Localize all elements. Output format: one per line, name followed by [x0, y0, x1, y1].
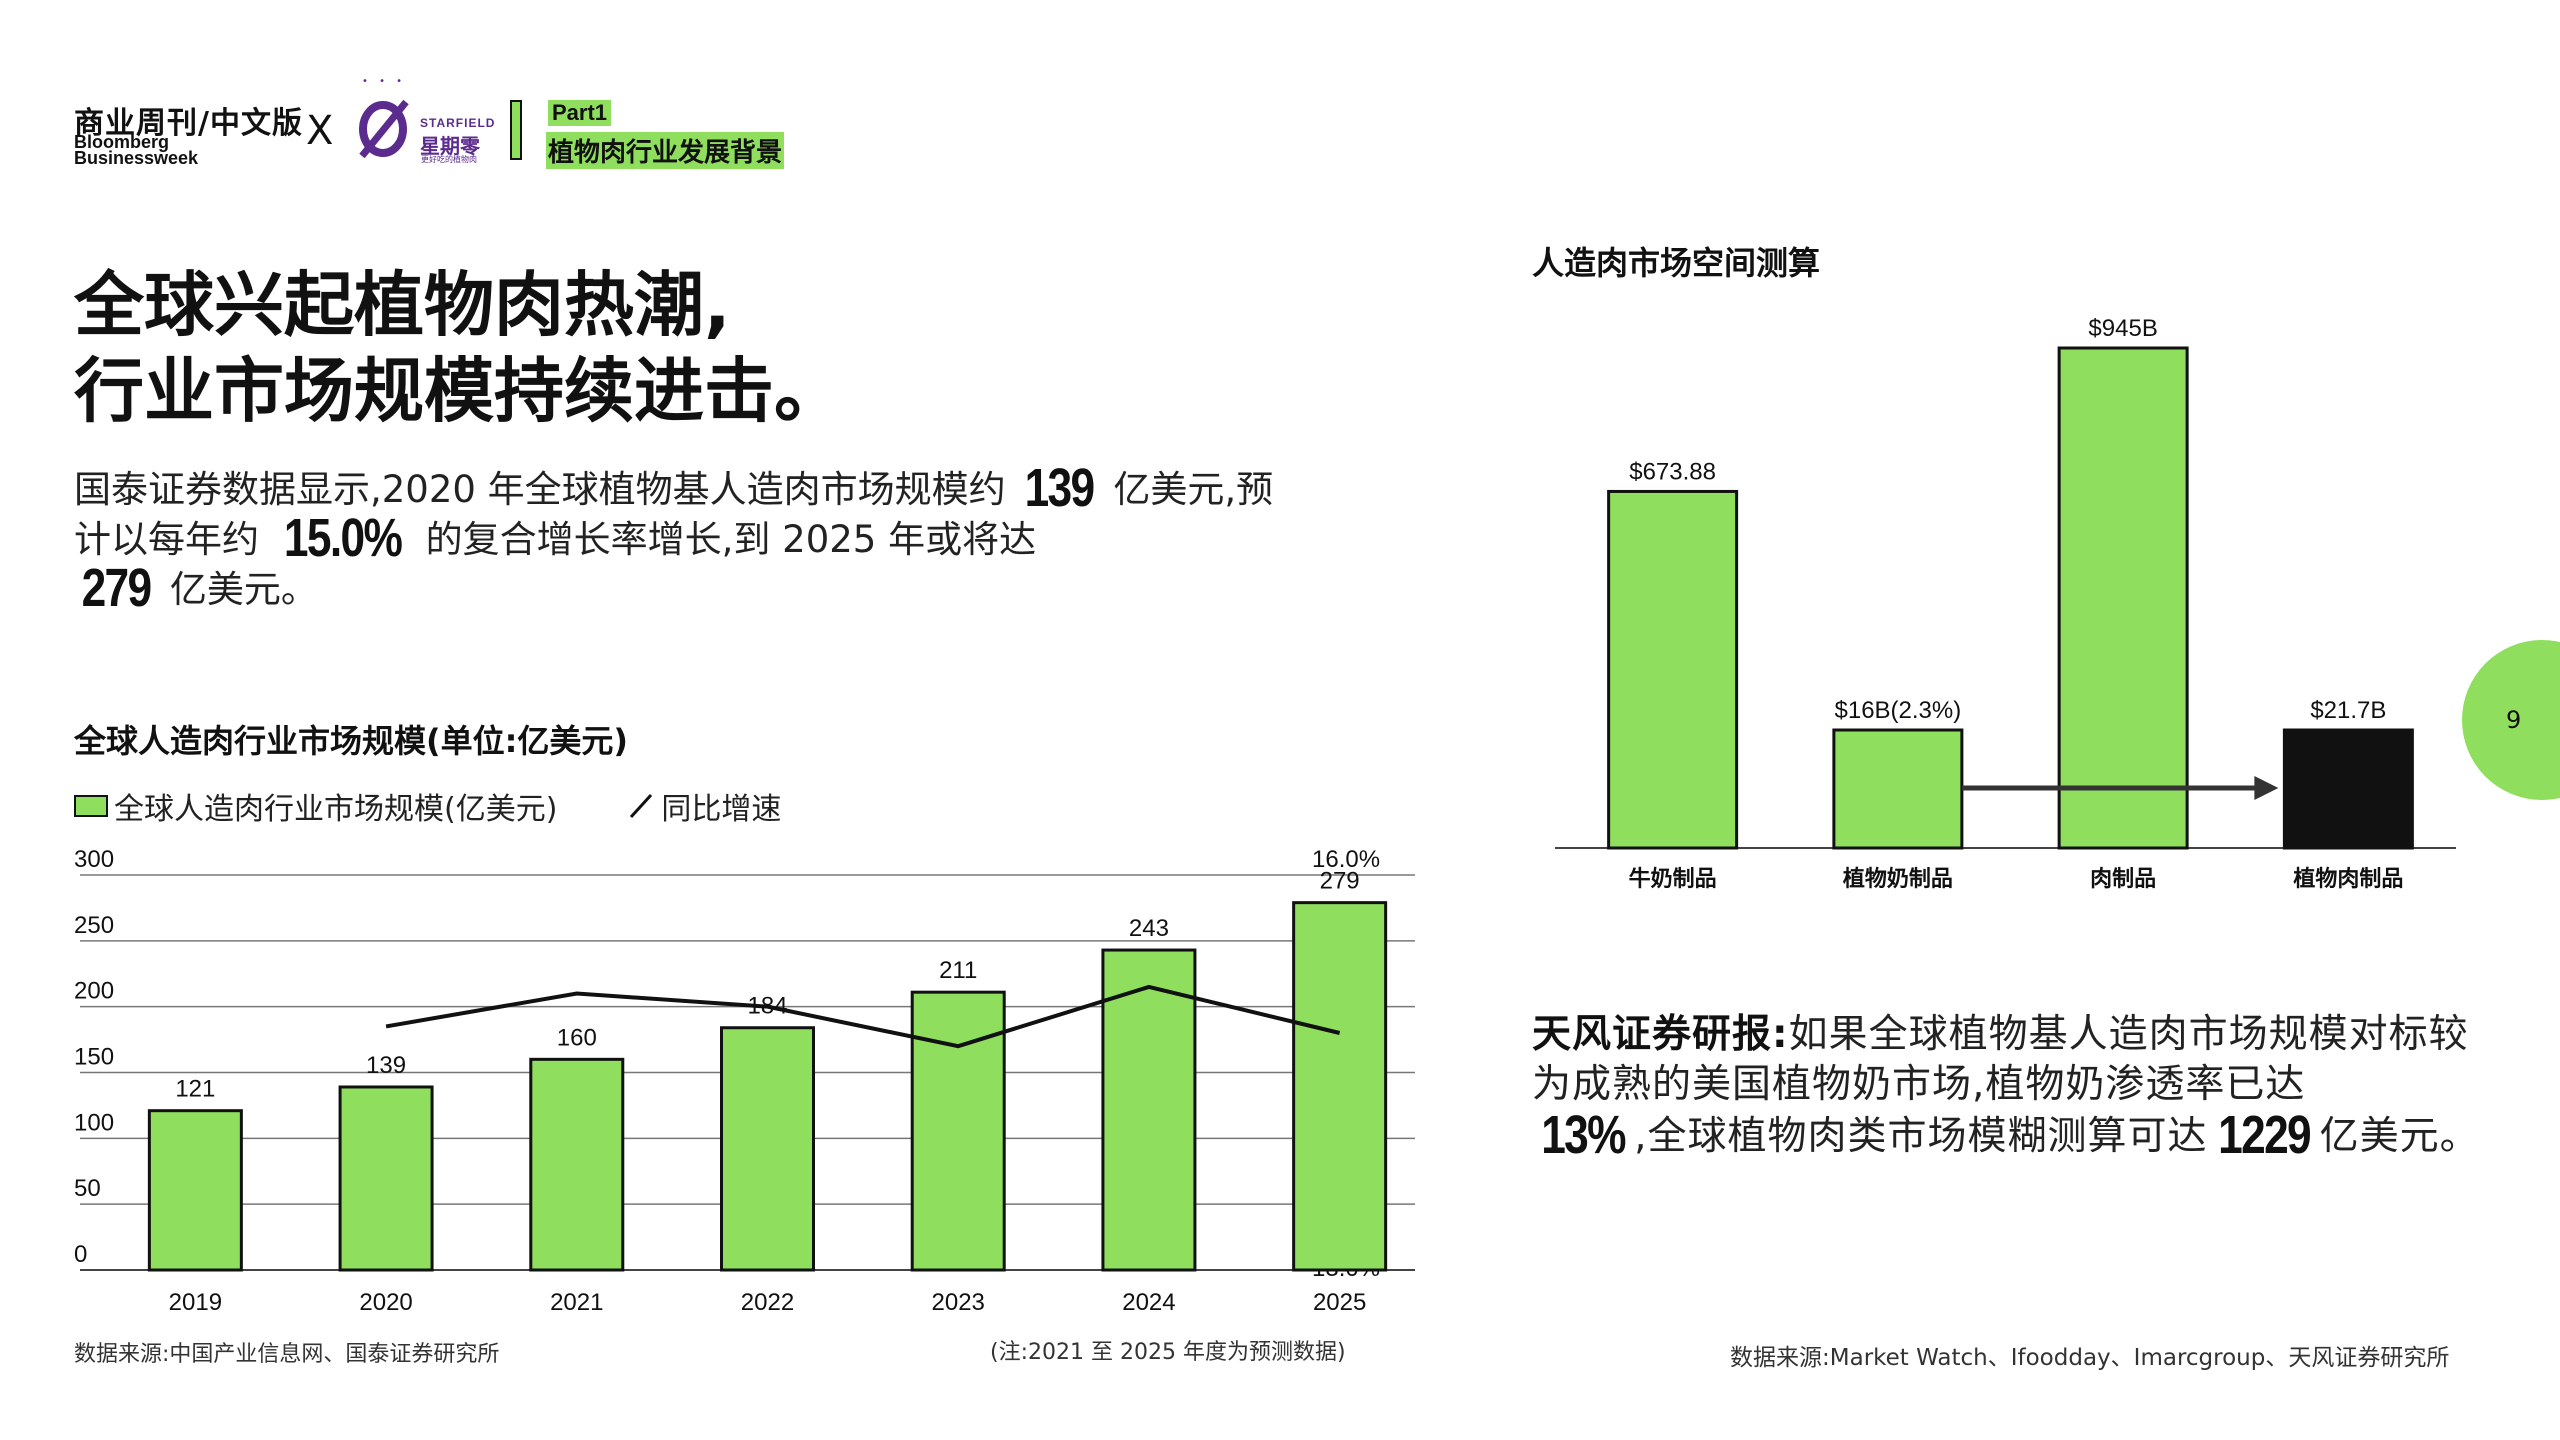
- x-tick-label: 2019: [169, 1289, 222, 1316]
- bar-value-label: $673.88: [1629, 458, 1716, 485]
- bar: [720, 1026, 815, 1272]
- x-tick-label: 肉制品: [2090, 866, 2156, 891]
- bar: [529, 1057, 625, 1272]
- partner-logo-dots: • • •: [362, 76, 407, 87]
- part-label: Part1: [548, 100, 612, 126]
- bar: [1101, 948, 1197, 1272]
- legend-bar-swatch: [74, 795, 108, 817]
- bar-value-label: 211: [939, 957, 977, 984]
- headline-line1: 全球兴起植物肉热潮,: [74, 264, 731, 346]
- y-tick-left: 150: [74, 1044, 114, 1071]
- x-tick-label: 植物奶制品: [1843, 866, 1953, 891]
- intro-text: 亿美元,预计以每年约: [74, 468, 1274, 561]
- bar-value-label: $945B: [2088, 315, 2157, 342]
- legend-line-label: 同比增速: [661, 792, 782, 827]
- tianfeng-stat-market: 1229: [2217, 1105, 2312, 1165]
- bar: [147, 1109, 243, 1272]
- collab-x-mark: X: [306, 108, 334, 154]
- headline-line2: 行业市场规模持续进击。: [74, 350, 844, 432]
- bar-value-label: $21.7B: [2310, 697, 2386, 724]
- x-tick-label: 2025: [1313, 1289, 1366, 1316]
- tianfeng-text: ,全球植物肉类市场模糊测算可达: [1634, 1114, 2208, 1159]
- legend-line-icon: [630, 793, 653, 819]
- y-tick-right: 16.0%: [1312, 846, 1380, 873]
- page-headline: 全球兴起植物肉热潮, 行业市场规模持续进击。: [74, 262, 844, 434]
- partner-slogan: 更好吃的植物肉: [421, 155, 477, 164]
- bar-value-label: 139: [366, 1052, 406, 1079]
- legend-bar-label: 全球人造肉行业市场规模(亿美元): [114, 792, 558, 827]
- bar: [338, 1085, 434, 1272]
- left-chart-legend: 全球人造肉行业市场规模(亿美元) 同比增速: [74, 784, 781, 828]
- partner-name-cn: 星期零: [420, 134, 480, 158]
- brand-logo-en: Bloomberg Businessweek: [74, 132, 199, 168]
- part-marker: [510, 100, 522, 160]
- brand-en-line1: Bloomberg: [74, 132, 170, 152]
- left-bar-line-chart: 30025020015010050016.0%15.5%15.0%14.5%14…: [74, 846, 1415, 1316]
- y-tick-left: 200: [74, 978, 114, 1005]
- intro-stat-2025: 279: [81, 558, 153, 618]
- bar: [1292, 901, 1388, 1272]
- bar-value-label: 279: [1320, 868, 1360, 895]
- x-tick-label: 2021: [550, 1289, 603, 1316]
- left-chart-note: (注:2021 至 2025 年度为预测数据): [990, 1340, 1346, 1365]
- bar: [1832, 728, 1964, 850]
- right-chart-source: 数据来源:Market Watch、Ifoodday、Imarcgroup、天风…: [1730, 1345, 2450, 1371]
- partner-name-en: STARFIELD: [420, 116, 496, 130]
- bar-value-label: 160: [557, 1024, 597, 1051]
- y-tick-left: 100: [74, 1109, 114, 1136]
- bar: [2282, 728, 2414, 850]
- x-tick-label: 2024: [1122, 1289, 1175, 1316]
- left-chart-title: 全球人造肉行业市场规模(单位:亿美元): [74, 722, 629, 760]
- bar-value-label: $16B(2.3%): [1835, 697, 1962, 724]
- x-tick-label: 2023: [932, 1289, 985, 1316]
- intro-stat-2020: 139: [1025, 458, 1096, 518]
- arrow-head-icon: [2254, 776, 2279, 800]
- intro-text: 的复合增长率增长,到 2025 年或将达: [413, 518, 1037, 561]
- y-tick-left: 300: [74, 846, 114, 873]
- partner-zero-logo-icon: [359, 99, 409, 158]
- bar-value-label: 121: [175, 1076, 215, 1103]
- part-title: 植物肉行业发展背景: [546, 132, 785, 169]
- y-tick-left: 50: [74, 1175, 101, 1202]
- brand-en-line2: Businessweek: [74, 148, 199, 168]
- brand-logo-cn: 商业周刊/中文版: [74, 106, 303, 141]
- y-tick-left: 0: [74, 1241, 87, 1268]
- tianfeng-text: 亿美元。: [2319, 1114, 2480, 1159]
- tianfeng-paragraph: 天风证券研报:如果全球植物基人造肉市场规模对标较为成熟的美国植物奶市场,植物奶渗…: [1532, 1010, 2492, 1162]
- x-tick-label: 2022: [741, 1289, 794, 1316]
- intro-text: 亿美元。: [158, 568, 318, 611]
- intro-paragraph: 国泰证券数据显示,2020 年全球植物基人造肉市场规模约 139 亿美元,预计以…: [74, 458, 1294, 618]
- bar-value-label: 243: [1129, 915, 1169, 942]
- right-chart-title: 人造肉市场空间测算: [1532, 244, 1821, 282]
- tianfeng-stat-penetration: 13%: [1541, 1105, 1626, 1165]
- tianfeng-lead: 天风证券研报:: [1532, 1012, 1789, 1057]
- growth-rate-line: [385, 984, 1341, 1049]
- x-tick-label: 牛奶制品: [1629, 866, 1717, 891]
- bar: [1607, 489, 1739, 850]
- page-number: 9: [2506, 706, 2522, 734]
- intro-stat-cagr: 15.0%: [283, 508, 403, 568]
- x-tick-label: 植物肉制品: [2293, 866, 2403, 891]
- y-tick-left: 250: [74, 912, 114, 939]
- x-tick-label: 2020: [359, 1289, 412, 1316]
- intro-text: 国泰证券数据显示,2020 年全球植物基人造肉市场规模约: [74, 468, 1018, 511]
- bar: [2057, 346, 2189, 850]
- tianfeng-text: 如果全球植物基人造肉市场规模对标较为成熟的美国植物奶市场,植物奶渗透率已达: [1532, 1012, 2469, 1107]
- left-chart-source: 数据来源:中国产业信息网、国泰证券研究所: [74, 1342, 500, 1367]
